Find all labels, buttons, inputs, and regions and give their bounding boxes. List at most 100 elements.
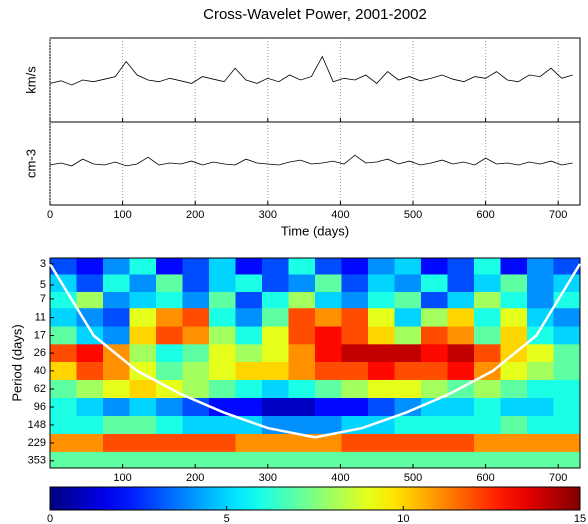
heat-cell bbox=[553, 415, 581, 435]
heat-cell bbox=[103, 379, 130, 399]
y-tick-label: 148 bbox=[28, 419, 46, 431]
heat-cell bbox=[129, 415, 157, 435]
heat-cell bbox=[421, 291, 448, 309]
heat-cell bbox=[235, 433, 263, 453]
heat-cell bbox=[421, 326, 448, 345]
x-tick-label: 700 bbox=[549, 472, 567, 484]
heat-cell bbox=[103, 274, 130, 293]
cone-of-influence bbox=[48, 263, 582, 439]
heat-cell bbox=[262, 433, 289, 453]
heat-cell bbox=[527, 308, 554, 328]
heat-cell bbox=[76, 344, 104, 363]
heat-cell bbox=[341, 258, 369, 275]
y-tick-label: 17 bbox=[34, 329, 46, 341]
x-tick-label: 400 bbox=[331, 209, 349, 221]
plot-frame bbox=[49, 257, 581, 469]
heat-cell bbox=[421, 451, 448, 469]
y-tick-label: 62 bbox=[34, 383, 46, 395]
heat-cell bbox=[394, 398, 422, 417]
heat-cell bbox=[209, 274, 236, 293]
heat-cell bbox=[156, 361, 183, 381]
heat-cell bbox=[421, 274, 448, 293]
heat-cell bbox=[50, 308, 77, 328]
heat-cell bbox=[156, 398, 183, 417]
heat-cell bbox=[447, 415, 475, 435]
heat-cell bbox=[421, 308, 448, 328]
x-tick-label: 500 bbox=[404, 209, 422, 221]
heat-cell bbox=[288, 274, 316, 293]
heat-cell bbox=[500, 258, 528, 275]
heat-cell bbox=[235, 291, 263, 309]
data-line bbox=[49, 154, 573, 167]
heat-cell bbox=[50, 326, 77, 345]
heat-cell bbox=[288, 433, 316, 453]
heat-cell bbox=[262, 398, 289, 417]
heat-cell bbox=[315, 398, 342, 417]
heat-cell bbox=[368, 433, 395, 453]
x-tick-label: 100 bbox=[113, 209, 131, 221]
heat-cell bbox=[182, 344, 210, 363]
heat-cell bbox=[341, 274, 369, 293]
heat-cell bbox=[103, 258, 130, 275]
heat-cell bbox=[500, 291, 528, 309]
heat-cell bbox=[474, 308, 501, 328]
heat-cell bbox=[182, 433, 210, 453]
heat-cell bbox=[288, 415, 316, 435]
heat-cell bbox=[527, 451, 554, 469]
heat-cell bbox=[553, 398, 581, 417]
heat-cell bbox=[368, 344, 395, 363]
heat-cell bbox=[394, 361, 422, 381]
heat-cell bbox=[209, 326, 236, 345]
heat-cell bbox=[288, 344, 316, 363]
heat-cell bbox=[474, 379, 501, 399]
heat-cell bbox=[288, 451, 316, 469]
heat-cell bbox=[76, 258, 104, 275]
x-tick-label: 300 bbox=[259, 472, 277, 484]
heat-cell bbox=[182, 451, 210, 469]
heat-cell bbox=[394, 326, 422, 345]
heat-cell bbox=[474, 451, 501, 469]
x-tick-label: 500 bbox=[404, 472, 422, 484]
heat-cell bbox=[341, 326, 369, 345]
x-tick-label: 0 bbox=[47, 209, 53, 221]
heat-cell bbox=[474, 398, 501, 417]
heat-cell bbox=[394, 344, 422, 363]
heat-cell bbox=[76, 274, 104, 293]
heat-cell bbox=[103, 451, 130, 469]
heat-cell bbox=[235, 258, 263, 275]
colorbar-tick-label: 0 bbox=[47, 513, 53, 524]
heat-cell bbox=[474, 361, 501, 381]
heat-cell bbox=[341, 308, 369, 328]
heat-cell bbox=[129, 379, 157, 399]
heat-cell bbox=[235, 415, 263, 435]
heat-cell bbox=[500, 361, 528, 381]
heat-cell bbox=[527, 291, 554, 309]
heat-cell bbox=[553, 451, 581, 469]
heat-cell bbox=[50, 258, 77, 275]
heat-cell bbox=[315, 258, 342, 275]
heat-cell bbox=[50, 361, 77, 381]
heat-cell bbox=[341, 398, 369, 417]
heat-cell bbox=[76, 326, 104, 345]
heat-cell bbox=[129, 361, 157, 381]
heat-cell bbox=[447, 291, 475, 309]
heat-cell bbox=[262, 344, 289, 363]
heat-cell bbox=[394, 415, 422, 435]
heat-cell bbox=[103, 398, 130, 417]
heat-cell bbox=[421, 258, 448, 275]
heat-cell bbox=[129, 308, 157, 328]
heat-cell bbox=[368, 291, 395, 309]
heat-cell bbox=[500, 379, 528, 399]
heat-cell bbox=[288, 326, 316, 345]
y-axis-label: Period (days) bbox=[9, 324, 24, 401]
heat-cell bbox=[288, 379, 316, 399]
heat-cell bbox=[315, 433, 342, 453]
heat-cell bbox=[156, 326, 183, 345]
heat-cell bbox=[209, 344, 236, 363]
heat-cell bbox=[262, 451, 289, 469]
heat-cell bbox=[474, 415, 501, 435]
heat-cell bbox=[209, 291, 236, 309]
heat-cell bbox=[129, 291, 157, 309]
heat-cell bbox=[235, 326, 263, 345]
